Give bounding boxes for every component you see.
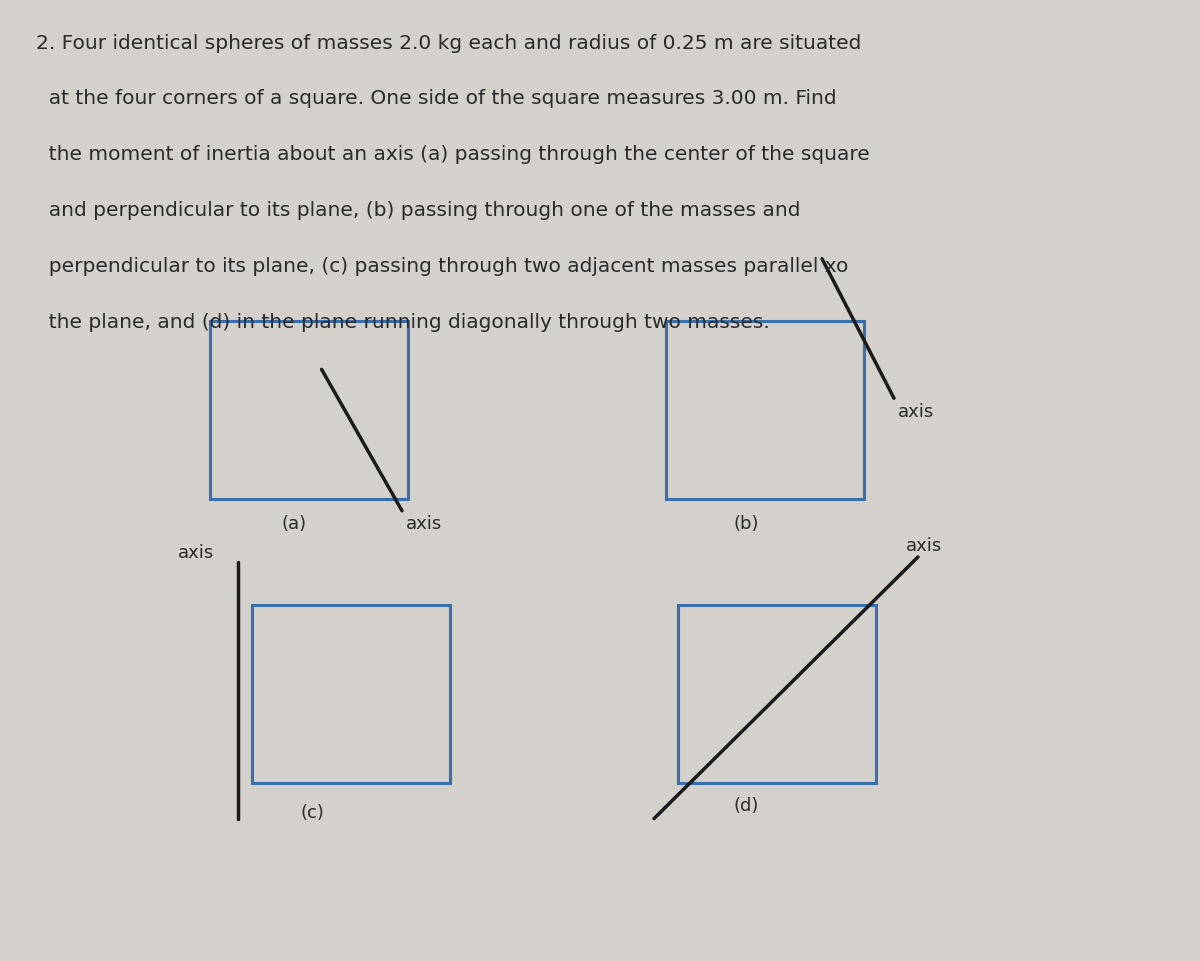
Text: (b): (b) [733,515,760,532]
Text: (a): (a) [282,515,306,532]
Text: axis: axis [178,544,214,561]
Bar [678,605,876,783]
Text: axis: axis [406,515,442,532]
Bar [666,322,864,500]
Bar [210,322,408,500]
Text: perpendicular to its plane, (c) passing through two adjacent masses parallel xo: perpendicular to its plane, (c) passing … [36,257,848,276]
Text: axis: axis [898,403,934,420]
Text: 2. Four identical spheres of masses 2.0 kg each and radius of 0.25 m are situate: 2. Four identical spheres of masses 2.0 … [36,34,862,53]
Text: (d): (d) [733,797,760,814]
Bar [252,605,450,783]
Text: (c): (c) [300,803,324,821]
Text: at the four corners of a square. One side of the square measures 3.00 m. Find: at the four corners of a square. One sid… [36,89,836,109]
Text: and perpendicular to its plane, (b) passing through one of the masses and: and perpendicular to its plane, (b) pass… [36,201,800,220]
Text: the moment of inertia about an axis (a) passing through the center of the square: the moment of inertia about an axis (a) … [36,145,870,164]
Text: the plane, and (d) in the plane running diagonally through two masses.: the plane, and (d) in the plane running … [36,312,769,332]
Text: axis: axis [906,537,942,554]
